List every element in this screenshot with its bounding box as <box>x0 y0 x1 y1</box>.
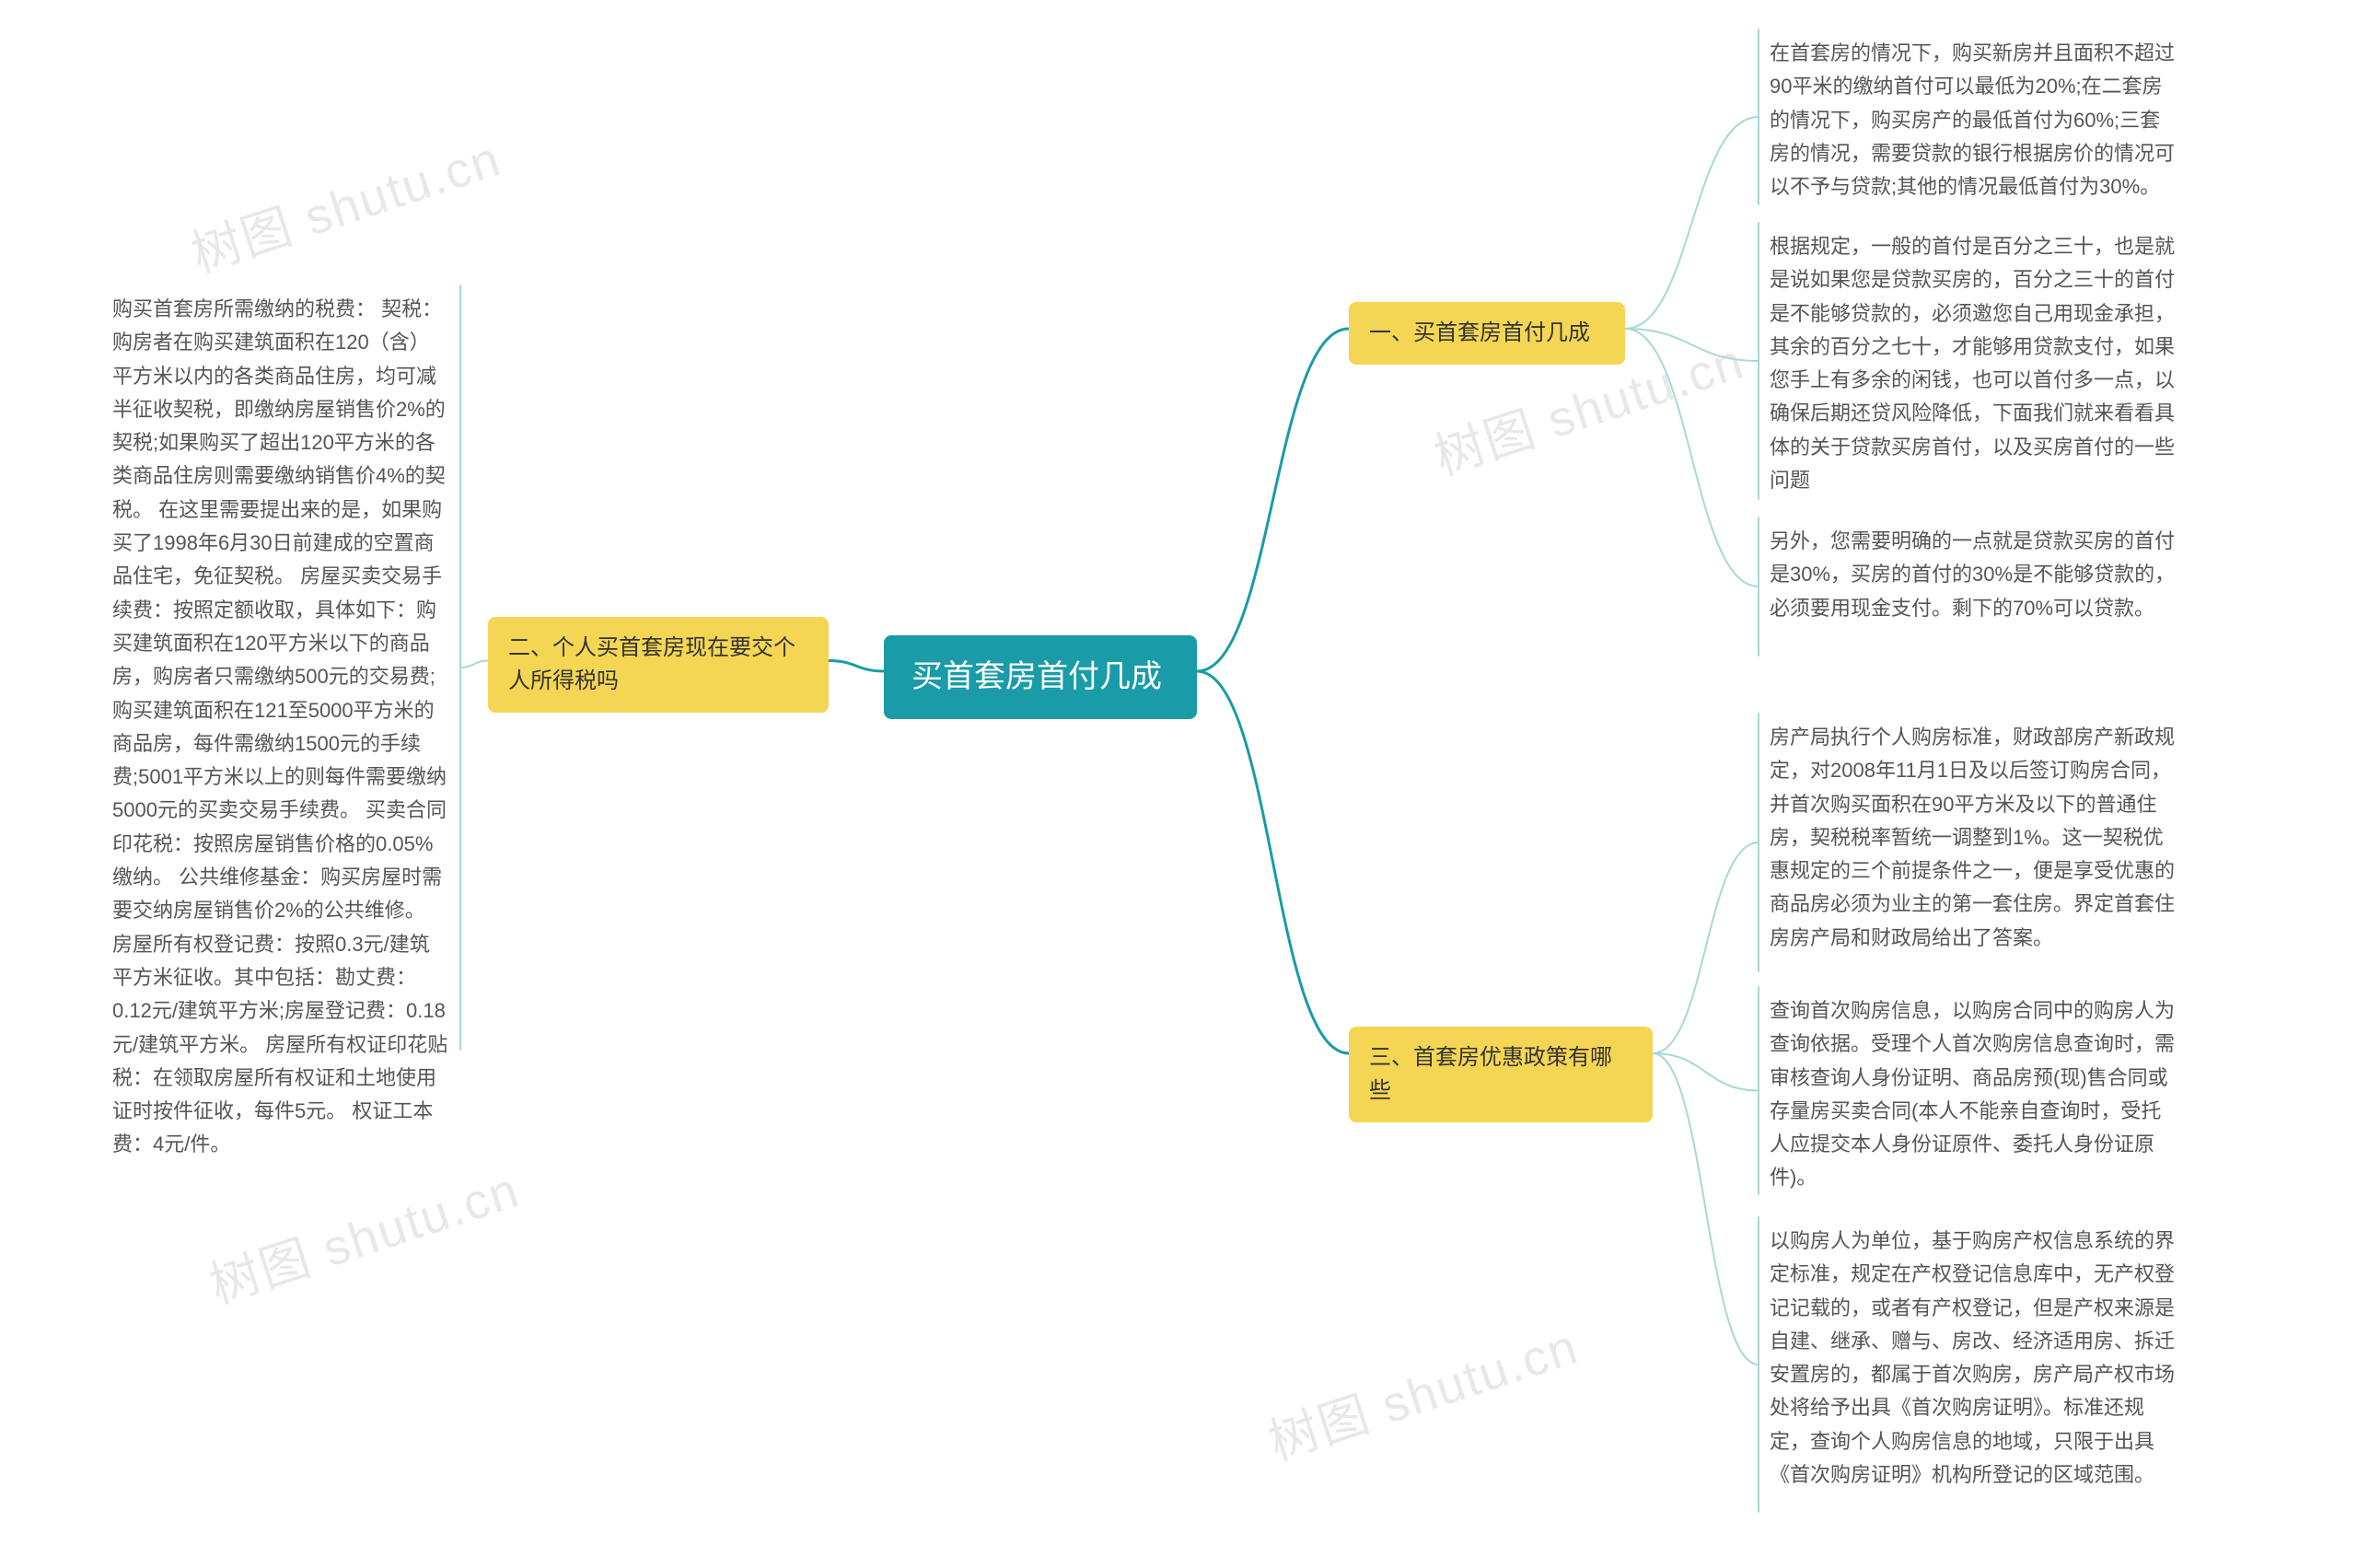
leaf-node-3-3[interactable]: 以购房人为单位，基于购房产权信息系统的界定标准，规定在产权登记信息库中，无产权登… <box>1759 1217 2191 1499</box>
leaf-node-3-1[interactable]: 房产局执行个人购房标准，财政部房产新政规定，对2008年11月1日及以后签订购房… <box>1759 714 2191 962</box>
leaf-node-2-1[interactable]: 购买首套房所需缴纳的税费： 契税：购房者在购买建筑面积在120（含）平方米以内的… <box>101 285 460 1169</box>
branch-node-2[interactable]: 二、个人买首套房现在要交个人所得税吗 <box>488 617 829 713</box>
leaf-node-1-2[interactable]: 根据规定，一般的首付是百分之三十，也是就是说如果您是贷款买房的，百分之三十的首付… <box>1759 223 2191 505</box>
branch-node-1[interactable]: 一、买首套房首付几成 <box>1349 302 1625 365</box>
leaf-node-3-2[interactable]: 查询首次购房信息，以购房合同中的购房人为查询依据。受理个人首次购房信息查询时，需… <box>1759 987 2191 1202</box>
root-node[interactable]: 买首套房首付几成 <box>884 635 1197 719</box>
leaf-node-1-1[interactable]: 在首套房的情况下，购买新房并且面积不超过90平米的缴纳首付可以最低为20%;在二… <box>1759 29 2191 211</box>
leaf-node-1-3[interactable]: 另外，您需要明确的一点就是贷款买房的首付是30%，买房的首付的30%是不能够贷款… <box>1759 517 2191 633</box>
branch-node-3[interactable]: 三、首套房优惠政策有哪些 <box>1349 1027 1653 1122</box>
